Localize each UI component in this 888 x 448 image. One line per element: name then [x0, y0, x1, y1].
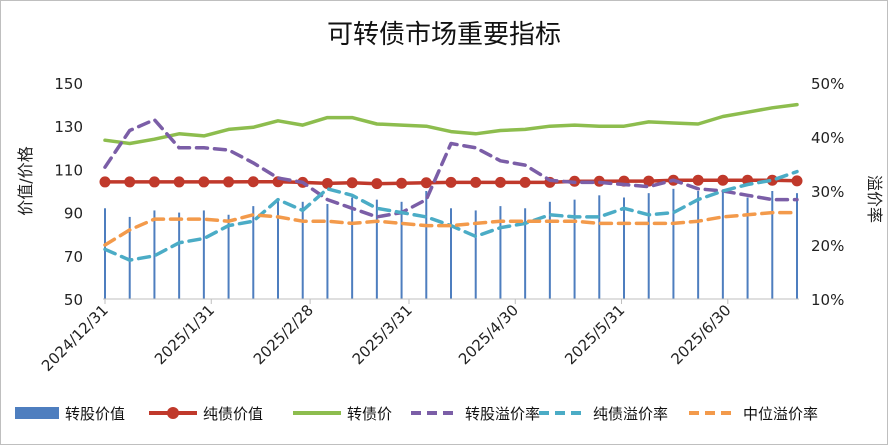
- x-tick-label: 2025/5/31: [561, 301, 628, 368]
- left-tick-label: 110: [54, 161, 83, 179]
- point: [124, 176, 136, 188]
- point: [148, 176, 160, 188]
- point: [223, 176, 235, 188]
- point: [198, 176, 210, 188]
- bar: [548, 201, 551, 299]
- left-tick-label: 50: [64, 291, 83, 309]
- bar: [202, 210, 205, 299]
- bar: [178, 212, 181, 299]
- bar: [721, 191, 724, 299]
- legend-label: 转股价值: [65, 405, 125, 423]
- x-axis: 2024/12/31 2025/1/31 2025/2/28 2025/3/31 202…: [38, 298, 799, 375]
- right-tick-label: 40%: [811, 129, 844, 147]
- bar: [771, 191, 774, 299]
- point: [519, 176, 531, 188]
- point: [371, 178, 383, 190]
- bar: [499, 206, 502, 299]
- legend-label: 中位溢价率: [743, 405, 818, 423]
- bar: [425, 191, 428, 299]
- bar-series: [104, 188, 798, 299]
- bar: [598, 195, 601, 299]
- point: [470, 176, 482, 188]
- legend-label: 纯债溢价率: [593, 405, 668, 423]
- point: [173, 176, 185, 188]
- point: [321, 177, 333, 189]
- point: [692, 174, 704, 186]
- x-tick-label: 2025/3/31: [349, 301, 416, 368]
- bar: [326, 203, 329, 299]
- point: [791, 175, 803, 187]
- bar: [375, 199, 378, 299]
- point: [99, 176, 111, 188]
- legend-swatch: [15, 407, 59, 419]
- bar: [351, 197, 354, 299]
- bar: [227, 214, 230, 299]
- left-axis-label: 价值/价格: [16, 146, 35, 215]
- left-tick-label: 150: [54, 75, 83, 93]
- series-line: [103, 102, 799, 146]
- bar: [524, 208, 527, 299]
- x-tick-label: 2025/4/30: [455, 301, 522, 368]
- x-tick-label: 2024/12/31: [38, 301, 112, 375]
- bar: [623, 197, 625, 299]
- point: [445, 176, 457, 188]
- right-tick-label: 20%: [811, 237, 844, 255]
- point: [247, 176, 259, 188]
- right-tick-label: 50%: [811, 75, 844, 93]
- left-tick-label: 90: [64, 205, 83, 223]
- point: [717, 174, 729, 186]
- line-series: [99, 102, 803, 262]
- bar: [400, 201, 403, 299]
- bar: [252, 206, 255, 299]
- bar: [697, 191, 700, 299]
- left-tick-label: 70: [64, 248, 83, 266]
- point: [420, 177, 432, 189]
- legend: 转股价值 纯债价值 转债价 转股溢价率 纯债溢价率 中位溢价率: [15, 405, 818, 423]
- x-tick-label: 2025/2/28: [250, 301, 317, 368]
- bar: [128, 216, 131, 299]
- series-line: [103, 210, 799, 247]
- bar: [474, 210, 477, 299]
- right-tick-label: 30%: [811, 183, 844, 201]
- point: [494, 176, 506, 188]
- legend-swatch: [167, 407, 179, 419]
- bar: [746, 197, 749, 299]
- chart-title: 可转债市场重要指标: [327, 20, 561, 50]
- legend-label: 纯债价值: [203, 405, 263, 423]
- right-y-axis: 10% 20% 30% 40% 50%: [811, 75, 844, 309]
- bar: [450, 208, 452, 299]
- point: [346, 177, 358, 189]
- x-tick-label: 2025/1/31: [151, 301, 218, 368]
- bar: [301, 201, 304, 299]
- bar: [277, 199, 279, 299]
- bar: [672, 188, 675, 299]
- bar: [573, 199, 576, 299]
- right-tick-label: 10%: [811, 291, 844, 309]
- left-tick-label: 130: [54, 118, 83, 136]
- bar: [104, 208, 106, 299]
- x-tick-label: 2025/6/30: [668, 301, 735, 368]
- left-y-axis: 50 70 90 110 130 150: [54, 75, 83, 309]
- series-line: [103, 117, 799, 219]
- point: [396, 177, 408, 189]
- legend-label: 转债价: [347, 405, 392, 423]
- legend-label: 转股溢价率: [465, 405, 540, 423]
- right-axis-label: 溢价率: [865, 175, 884, 223]
- point: [643, 175, 655, 187]
- bar: [796, 193, 798, 299]
- bar: [647, 193, 650, 299]
